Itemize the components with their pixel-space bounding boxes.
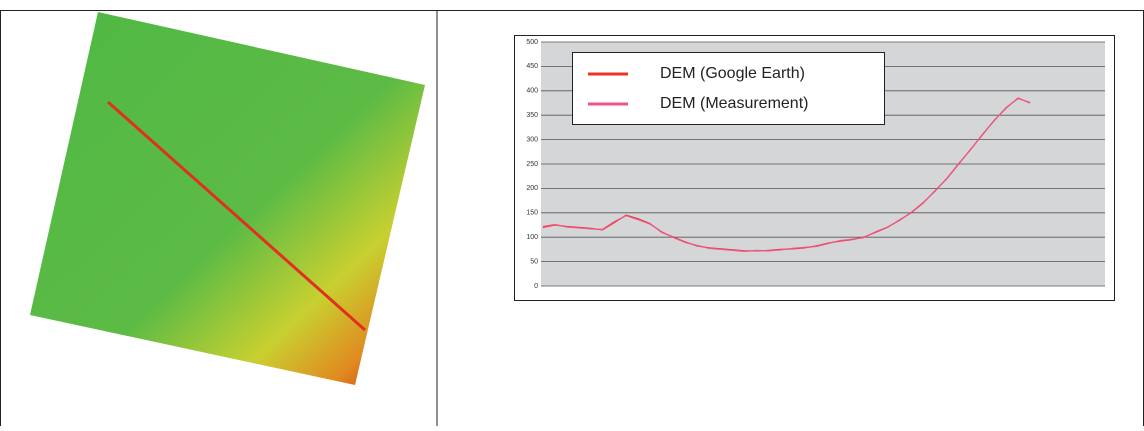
profile-line [107,100,366,332]
y-tick-label: 400 [526,88,538,95]
series-line [542,97,1031,253]
legend-label: DEM (Measurement) [660,95,808,112]
legend-box [572,52,885,125]
y-tick-label: 150 [526,210,538,217]
y-tick-label: 0 [534,283,538,290]
legend-label: DEM (Google Earth) [660,65,805,82]
y-tick-label: 50 [530,258,538,265]
y-tick-label: 200 [526,185,538,192]
y-tick-label: 500 [526,39,538,46]
y-tick-label: 250 [526,161,538,168]
y-tick-label: 300 [526,136,538,143]
chart: 0 50 100 150 200 250 300 350 400 450 500 DEM (Googl… [526,39,1105,290]
y-tick-label: 350 [526,112,538,119]
y-tick-label: 100 [526,234,538,241]
dem-map [30,12,425,385]
y-tick-label: 450 [526,63,538,70]
